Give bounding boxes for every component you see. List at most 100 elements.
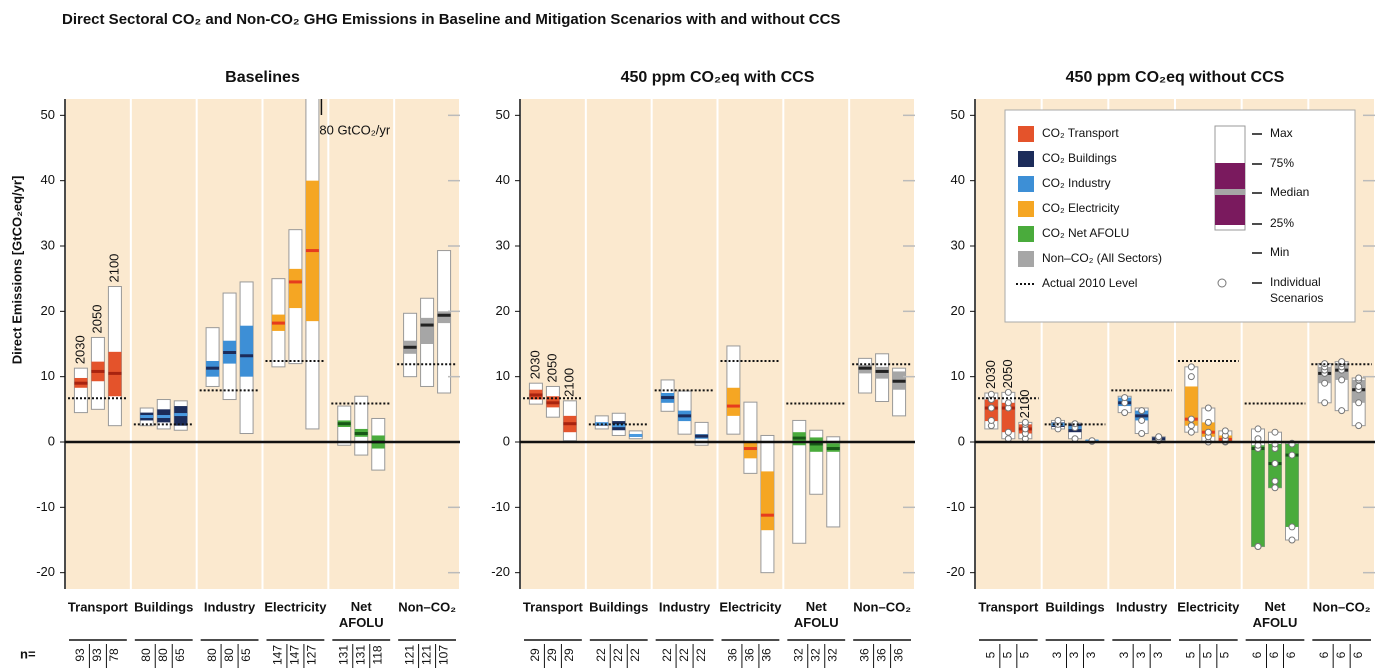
box-iqr [240,325,254,377]
n-value: 107 [436,645,450,665]
box-range [792,419,807,544]
n-value: 36 [726,648,740,662]
scenario-point [1355,399,1363,407]
legend-label: CO₂ Net AFOLU [1042,226,1129,240]
panel-title: 450 ppm CO₂eq with CCS [621,69,815,86]
scenario-point [1271,428,1279,436]
scenario-point [987,390,995,398]
scenario-point [1338,376,1346,384]
scenario-point [1271,477,1279,485]
box-median [223,350,237,354]
box-median [437,313,451,317]
n-label: n= [20,646,36,661]
scenario-point [1004,428,1012,436]
scenario-point [1004,399,1012,407]
key-label: Max [1270,126,1293,140]
box-median [563,422,577,426]
n-value: 22 [594,648,608,662]
box-median [678,414,692,418]
y-tick-label: -20 [946,564,965,579]
y-tick-label: -20 [36,564,55,579]
n-value: 22 [611,648,625,662]
box-median [74,381,88,385]
box-median [529,393,543,397]
n-value: 36 [743,648,757,662]
y-tick-label: 0 [503,433,510,448]
scenario-point [1187,373,1195,381]
n-value: 65 [173,648,187,662]
n-value: 6 [1334,651,1348,658]
n-value: 36 [760,648,774,662]
n-value: 36 [857,648,871,662]
legend-label: CO₂ Transport [1042,126,1119,140]
scenario-point [1121,394,1129,402]
box-median [826,447,840,451]
n-value: 93 [90,648,104,662]
y-tick-label: 50 [496,107,510,122]
scenario-point [1355,382,1363,390]
n-value: 6 [1351,651,1365,658]
category-label: Non–CO₂ [853,599,911,614]
scenario-point [1288,451,1296,459]
n-value: 127 [305,645,319,665]
box-iqr [1001,402,1015,433]
box-range [694,421,709,446]
box-median [760,513,774,517]
box-median [743,447,757,451]
n-value: 5 [1218,651,1232,658]
scenario-point [1155,433,1163,441]
box-median [420,323,434,327]
category-label: Transport [68,599,129,614]
n-value: 131 [353,645,367,665]
y-tick-label: -10 [946,499,965,514]
n-value: 22 [694,648,708,662]
category-label: Electricity [264,599,327,614]
scenario-point [987,416,995,424]
box-median [661,396,675,400]
year-label: 2030 [983,360,998,389]
n-value: 118 [370,645,384,664]
box-iqr [1184,386,1198,426]
key-label: Min [1270,245,1289,259]
y-tick-label: 30 [951,237,965,252]
annotation: 80 GtCO₂/yr [319,122,390,137]
n-value: 6 [1284,651,1298,658]
year-label: 2030 [527,350,542,379]
box-median [726,404,740,408]
n-value: 36 [874,648,888,662]
year-label: 2030 [72,335,87,364]
key-median [1215,189,1245,195]
scenario-point [1271,460,1279,468]
n-value: 32 [791,648,805,662]
category-label: Net AFOLU [794,599,839,630]
box-range [73,367,88,414]
box-median [91,369,105,373]
box-median [546,401,560,405]
n-value: 5 [1018,651,1032,658]
category-label: Net AFOLU [339,599,384,630]
scenario-point [1355,422,1363,430]
box-median [695,434,709,438]
scenario-point [1321,399,1329,407]
y-tick-label: 20 [41,303,55,318]
y-tick-label: 10 [41,368,55,383]
scenario-point [1221,427,1229,435]
n-value: 22 [628,648,642,662]
scenario-point [1187,428,1195,436]
year-label: 2100 [106,254,121,283]
n-value: 3 [1151,651,1165,658]
y-tick-label: 20 [951,303,965,318]
scenario-point [987,404,995,412]
key-label: Individual Scenarios [1270,275,1323,305]
box-median [809,442,823,446]
scenario-point [1254,425,1262,433]
n-value: 3 [1117,651,1131,658]
category-label: Transport [978,599,1039,614]
y-tick-label: 50 [951,107,965,122]
n-value: 80 [222,648,236,662]
box-range [743,401,758,474]
n-value: 121 [402,645,416,665]
n-value: 80 [139,648,153,662]
category-label: Buildings [1045,599,1104,614]
legend-swatch [1018,226,1034,242]
